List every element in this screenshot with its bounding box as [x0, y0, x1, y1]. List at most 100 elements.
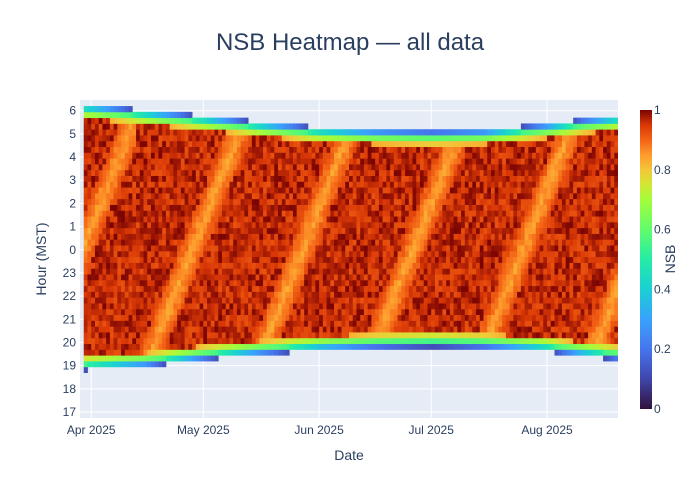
heatmap-cell: [498, 221, 503, 229]
heatmap-cell: [113, 123, 118, 130]
heatmap-cell: [199, 204, 204, 211]
heatmap-cell: [528, 343, 533, 350]
heatmap-cell: [229, 187, 234, 194]
heatmap-cell: [487, 181, 492, 188]
heatmap-cell: [83, 285, 88, 292]
heatmap-cell: [509, 210, 514, 217]
heatmap-cell: [158, 268, 163, 275]
heatmap-cell: [83, 140, 88, 148]
heatmap-cell: [192, 146, 197, 153]
heatmap-cell: [240, 262, 245, 269]
heatmap-cell: [165, 349, 171, 356]
heatmap-cell: [124, 106, 129, 113]
heatmap-cell: [184, 204, 189, 211]
heatmap-cell: [240, 314, 245, 321]
heatmap-cell: [240, 221, 245, 229]
heatmap-cell: [173, 227, 178, 234]
heatmap-cell: [132, 192, 137, 200]
heatmap-cell: [143, 216, 148, 223]
heatmap-cell: [476, 221, 481, 229]
heatmap-cell: [177, 256, 182, 263]
heatmap-cell: [457, 268, 462, 275]
heatmap-cell: [289, 169, 294, 176]
heatmap-cell: [188, 140, 193, 148]
heatmap-cell: [109, 303, 115, 310]
heatmap-cell: [221, 210, 227, 217]
heatmap-cell: [528, 256, 533, 263]
heatmap-cell: [449, 216, 455, 223]
heatmap-cell: [524, 314, 529, 321]
heatmap-cell: [337, 291, 342, 298]
heatmap-cell: [356, 140, 361, 148]
heatmap-cell: [442, 227, 447, 234]
heatmap-cell: [442, 158, 447, 165]
heatmap-cell: [289, 210, 294, 217]
heatmap-cell: [367, 320, 372, 327]
heatmap-cell: [150, 320, 156, 327]
heatmap-cell: [150, 129, 156, 136]
heatmap-cell: [464, 135, 469, 142]
heatmap-cell: [315, 268, 320, 275]
heatmap-cell: [229, 250, 234, 258]
heatmap-cell: [378, 175, 384, 182]
heatmap-cell: [274, 204, 279, 211]
heatmap-cell: [143, 245, 148, 252]
heatmap-cell: [539, 169, 544, 176]
heatmap-cell: [292, 303, 298, 310]
heatmap-cell: [367, 297, 372, 304]
heatmap-cell: [263, 123, 268, 130]
heatmap-cell: [356, 135, 361, 142]
heatmap-cell: [416, 245, 421, 252]
heatmap-cell: [397, 198, 402, 205]
heatmap-cell: [390, 343, 395, 350]
heatmap-cell: [98, 239, 103, 246]
heatmap-cell: [244, 175, 249, 182]
heatmap-cell: [244, 303, 249, 310]
heatmap-cell: [378, 239, 384, 246]
heatmap-cell: [117, 198, 122, 205]
heatmap-cell: [263, 239, 268, 246]
heatmap-cell: [132, 285, 137, 292]
heatmap-cell: [154, 274, 159, 281]
heatmap-cell: [349, 314, 354, 321]
heatmap-cell: [363, 314, 369, 321]
heatmap-cell: [180, 198, 186, 205]
heatmap-cell: [255, 343, 260, 350]
heatmap-cell: [498, 198, 503, 205]
heatmap-cell: [132, 268, 137, 275]
heatmap-cell: [427, 285, 432, 292]
heatmap-cell: [543, 227, 548, 234]
heatmap-cell: [498, 320, 503, 327]
heatmap-cell: [345, 337, 350, 345]
heatmap-cell: [476, 274, 481, 281]
heatmap-cell: [431, 233, 436, 240]
heatmap-cell: [341, 181, 346, 188]
heatmap-cell: [543, 187, 548, 194]
heatmap-cell: [498, 175, 503, 182]
heatmap-cell: [173, 169, 178, 176]
heatmap-cell: [487, 320, 492, 327]
heatmap-cell: [121, 111, 126, 119]
heatmap-cell: [442, 204, 447, 211]
heatmap-cell: [188, 152, 193, 159]
heatmap-cell: [356, 297, 361, 304]
heatmap-cell: [87, 308, 92, 316]
heatmap-cell: [91, 140, 96, 148]
heatmap-cell: [274, 279, 279, 287]
heatmap-cell: [337, 239, 342, 246]
heatmap-cell: [337, 198, 342, 205]
heatmap-cell: [289, 268, 294, 275]
heatmap-cell: [147, 308, 152, 316]
heatmap-cell: [472, 181, 477, 188]
heatmap-cell: [195, 163, 200, 171]
heatmap-cell: [158, 140, 163, 148]
heatmap-cell: [311, 279, 316, 287]
heatmap-cell: [132, 291, 137, 298]
heatmap-cell: [263, 140, 268, 148]
heatmap-cell: [528, 129, 533, 136]
heatmap-cell: [483, 192, 488, 200]
heatmap-cell: [543, 337, 548, 345]
heatmap-cell: [490, 291, 496, 298]
heatmap-cell: [266, 274, 271, 281]
heatmap-cell: [109, 326, 115, 333]
